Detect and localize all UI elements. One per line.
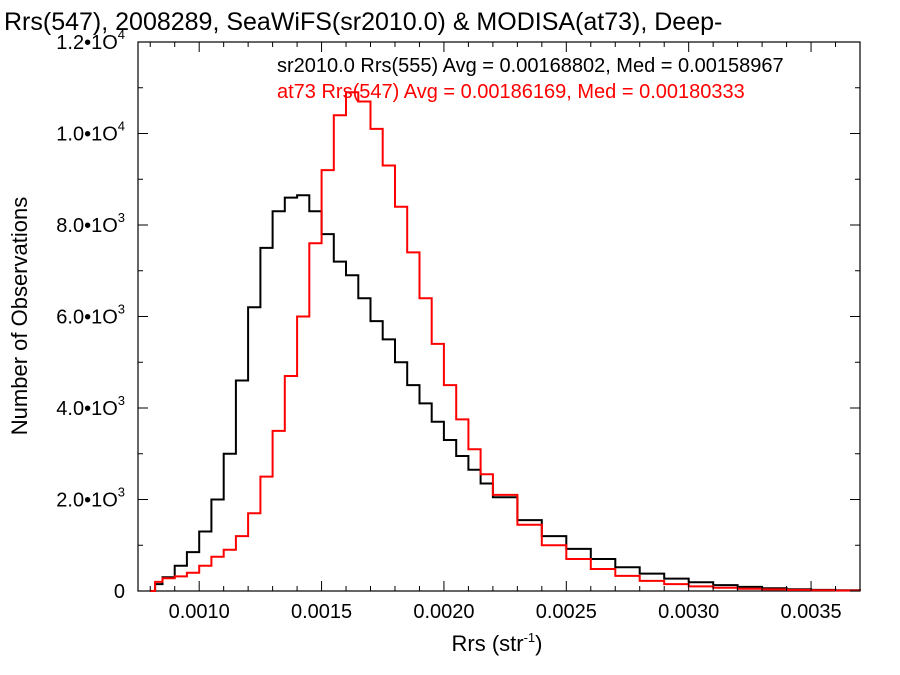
x-axis-label-close: ) xyxy=(535,631,542,656)
x-tick-label: 0.0015 xyxy=(291,601,352,623)
x-axis-label-superscript: -1 xyxy=(524,630,536,645)
y-tick-label: 8.0•1O3 xyxy=(56,210,125,237)
y-tick-label: 2.0•1O3 xyxy=(56,485,125,512)
x-tick-label: 0.0010 xyxy=(169,601,230,623)
y-tick-label: 1.2•1O4 xyxy=(56,27,125,54)
x-axis-ticks: 0.0010 0.0015 0.0020 0.0025 0.0030 0.0035 xyxy=(149,42,861,623)
y-tick-label: 1.0•1O4 xyxy=(56,119,125,146)
y-axis-label: Number of Observations xyxy=(7,197,32,435)
legend-entry-black: sr2010.0 Rrs(555) Avg = 0.00168802, Med … xyxy=(277,55,784,77)
x-tick-label: 0.0025 xyxy=(536,601,597,623)
x-tick-label: 0.0030 xyxy=(658,601,719,623)
chart-title: Rrs(547), 2008289, SeaWiFS(sr2010.0) & M… xyxy=(4,8,722,36)
x-axis-label-text: Rrs (str xyxy=(452,631,524,656)
x-tick-label: 0.0020 xyxy=(413,601,474,623)
y-axis-ticks: 0 2.0•1O3 4.0•1O3 6.0•1O3 8.0•1O3 1.0•1O4 1.2•… xyxy=(56,27,860,603)
y-tick-label: 6.0•1O3 xyxy=(56,302,125,329)
y-tick-label: 4.0•1O3 xyxy=(56,393,125,420)
legend-entry-red: at73 Rrs(547) Avg = 0.00186169, Med = 0.… xyxy=(277,81,745,103)
x-axis-label: Rrs (str-1) xyxy=(452,630,543,656)
x-tick-label: 0.0035 xyxy=(780,601,841,623)
series-line-black xyxy=(150,194,861,592)
y-tick-label: 0 xyxy=(114,581,125,603)
